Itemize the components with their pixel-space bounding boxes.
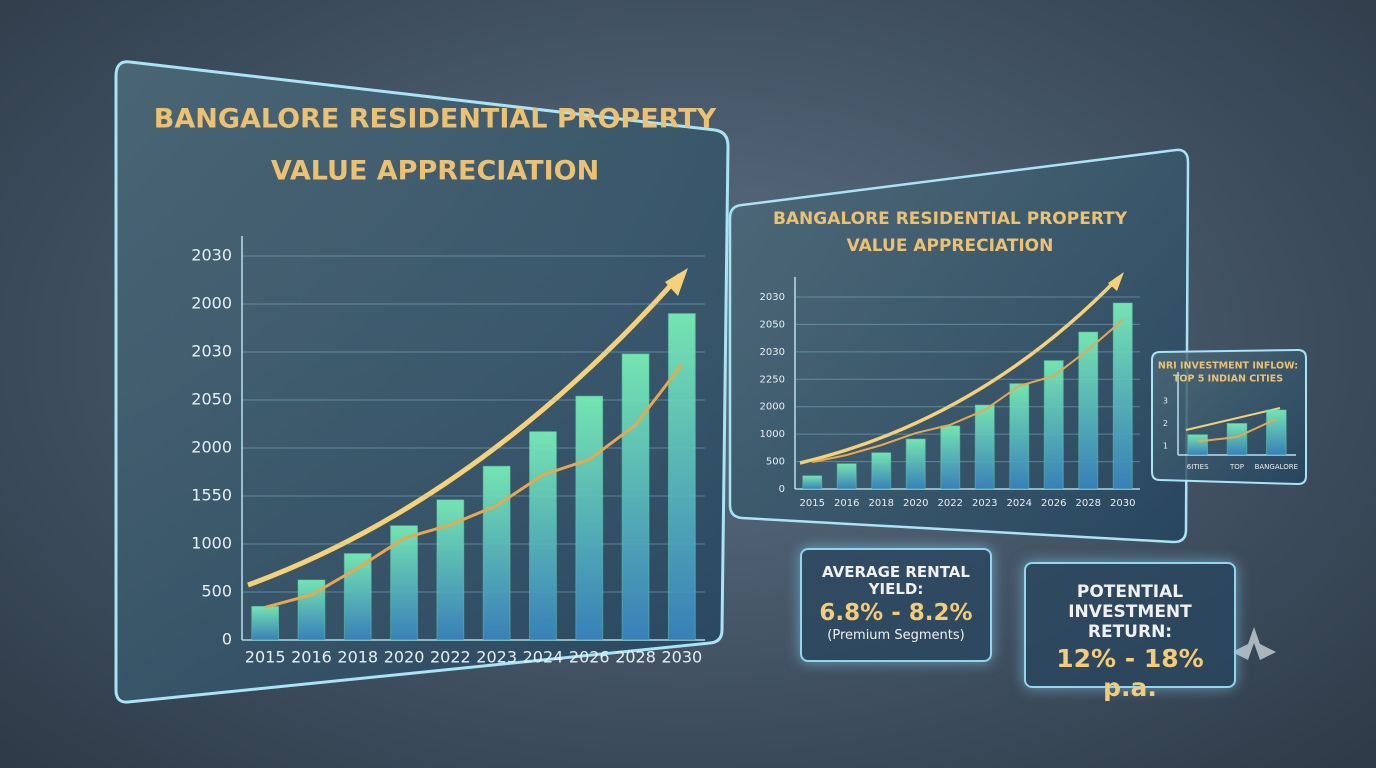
chart-title: NRI INVESTMENT INFLOW: (1158, 361, 1298, 372)
bar (1009, 383, 1030, 490)
bar (1112, 302, 1133, 490)
y-tick-label: 2050 (760, 319, 785, 330)
chart-title: BANGALORE RESIDENTIAL PROPERTY (773, 209, 1128, 229)
y-tick-label: 2 (1163, 419, 1168, 428)
y-tick-label: 2250 (760, 374, 785, 385)
y-tick-label: 1 (1163, 442, 1168, 451)
bar (251, 605, 280, 641)
chart-title: VALUE APPRECIATION (271, 156, 599, 187)
bar (343, 553, 372, 641)
panel (114, 60, 730, 704)
bar (1266, 409, 1287, 456)
y-tick-label: 500 (766, 457, 785, 468)
chart-title: BANGALORE RESIDENTIAL PROPERTY (154, 104, 717, 135)
x-tick-label: 2015 (800, 498, 825, 509)
bar (871, 452, 892, 490)
bar (482, 465, 511, 641)
bar (974, 404, 995, 490)
chart-title: TOP 5 INDIAN CITIES (1173, 374, 1283, 385)
y-tick-label: 1550 (191, 486, 232, 505)
x-tick-label: 2022 (938, 498, 963, 509)
card-label: POTENTIAL INVESTMENT RETURN: (1068, 582, 1192, 642)
line (264, 363, 684, 609)
bar (1226, 423, 1248, 456)
x-tick-label: 2020 (903, 498, 928, 509)
y-tick-label: 0 (222, 630, 232, 649)
y-tick-label: 2030 (191, 342, 232, 361)
x-tick-label: 2018 (869, 498, 894, 509)
y-tick-label: 0 (779, 484, 785, 495)
trend-arrow (247, 273, 682, 588)
sparkle-icon (1232, 627, 1276, 660)
trend-arrow (1185, 407, 1281, 431)
bar (940, 425, 961, 490)
y-tick-label: 2030 (191, 246, 232, 265)
y-tick-label: 3 (1163, 397, 1168, 406)
x-tick-label: 2026 (1041, 498, 1066, 509)
x-tick-label: 2020 (384, 648, 425, 667)
x-tick-label: 2030 (1110, 498, 1135, 509)
card: POTENTIAL INVESTMENT RETURN: 12% - 18% p… (1024, 562, 1236, 702)
card-value: 12% - 18% p.a. (1056, 644, 1204, 702)
bar (1078, 331, 1099, 490)
x-tick-label: TOP (1229, 463, 1244, 471)
trend-arrow (799, 276, 1120, 465)
y-tick-label: 2000 (760, 402, 785, 413)
y-tick-label: 500 (201, 582, 232, 601)
card: AVERAGE RENTAL YIELD: 6.8% - 8.2% (Premi… (800, 548, 992, 662)
bar (836, 463, 857, 490)
x-tick-label: 6ITIES (1187, 463, 1209, 471)
bar (1187, 434, 1209, 456)
chart-title: VALUE APPRECIATION (847, 236, 1054, 256)
x-tick-label: 2018 (337, 648, 378, 667)
x-tick-label: 2023 (972, 498, 997, 509)
x-tick-label: 2030 (661, 648, 702, 667)
x-tick-label: 2016 (834, 498, 859, 509)
x-tick-label: 2024 (523, 648, 564, 667)
line (1197, 418, 1277, 443)
x-tick-label: 2022 (430, 648, 471, 667)
y-tick-label: 1000 (760, 429, 785, 440)
arrow-head (665, 268, 688, 296)
bar (802, 475, 823, 490)
arrow-head (1108, 272, 1124, 291)
y-tick-label: 2000 (191, 438, 232, 457)
y-tick-label: 2030 (760, 347, 785, 358)
x-tick-label: 2028 (615, 648, 656, 667)
y-tick-label: 2000 (191, 294, 232, 313)
card-note: (Premium Segments) (827, 628, 965, 643)
x-tick-label: 2026 (569, 648, 610, 667)
bar (905, 438, 926, 490)
x-tick-label: 2016 (291, 648, 332, 667)
x-tick-label: 2028 (1076, 498, 1101, 509)
bar (621, 353, 650, 641)
card-value: 6.8% - 8.2% (819, 600, 973, 626)
y-tick-label: 2050 (191, 390, 232, 409)
line (812, 319, 1124, 464)
x-tick-label: 2015 (245, 648, 286, 667)
bar (1043, 360, 1064, 490)
x-tick-label: 2023 (476, 648, 517, 667)
y-tick-label: 2030 (760, 292, 785, 303)
y-tick-label: 1000 (191, 534, 232, 553)
bar (575, 395, 604, 641)
x-tick-label: 2024 (1007, 498, 1032, 509)
x-tick-label: BANGALORE (1255, 463, 1299, 471)
bar (529, 431, 557, 641)
card-label: AVERAGE RENTAL YIELD: (822, 563, 970, 598)
panel (728, 148, 1190, 544)
bar (667, 313, 696, 641)
